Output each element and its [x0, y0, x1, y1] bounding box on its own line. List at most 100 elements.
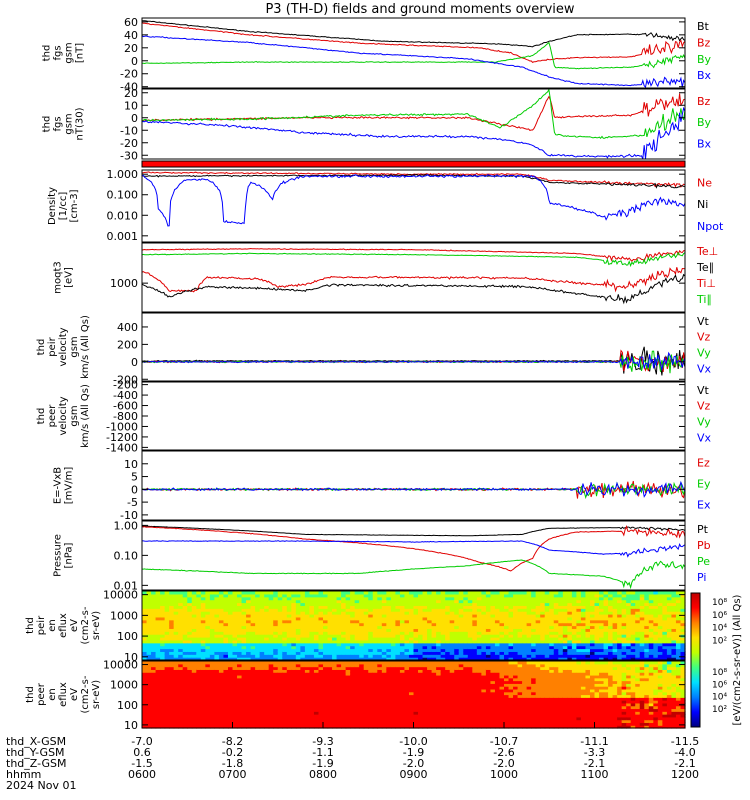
heatmap-cell [494, 722, 501, 726]
heatmap-cell [454, 605, 460, 609]
heatmap-cell [476, 593, 482, 598]
heatmap-cell [481, 683, 487, 687]
heatmap-cell [227, 642, 234, 647]
heatmap-cell [255, 677, 261, 682]
heatmap-cell [268, 637, 274, 641]
heatmap-cell [268, 680, 274, 684]
heatmap-cell [427, 688, 433, 693]
heatmap-cell [300, 686, 306, 690]
heatmap-cell [372, 716, 378, 721]
heatmap-cell [169, 686, 175, 690]
heatmap-cell [304, 625, 311, 629]
heatmap-cell [323, 645, 329, 650]
heatmap-cell [363, 651, 369, 655]
heatmap-cell [408, 711, 415, 715]
heatmap-cell [273, 657, 279, 661]
heatmap-cell [476, 716, 482, 721]
heatmap-cell [327, 591, 333, 595]
heatmap-cell [313, 680, 320, 684]
heatmap-cell [476, 725, 482, 729]
heatmap-cell [408, 639, 415, 644]
heatmap-cell [214, 591, 220, 595]
heatmap-cell [345, 677, 351, 682]
heatmap-cell [341, 614, 347, 618]
heatmap-cell [558, 648, 564, 652]
heatmap-cell [286, 677, 292, 682]
heatmap-cell [164, 722, 170, 726]
heatmap-cell [585, 651, 591, 655]
heatmap-cell [200, 686, 206, 690]
heatmap-cell [377, 700, 383, 704]
heatmap-cell [540, 596, 546, 601]
heatmap-cell [485, 602, 492, 606]
heatmap-cell [227, 661, 234, 665]
heatmap-cell [413, 683, 419, 687]
y-tick-label: -800 [113, 410, 138, 423]
heatmap-cell [151, 591, 157, 595]
heatmap-cell [291, 634, 297, 638]
heatmap-cell [445, 680, 451, 684]
heatmap-cell [318, 694, 324, 698]
heatmap-cell [544, 616, 550, 621]
heatmap-cell [237, 672, 243, 676]
heatmap-cell [146, 591, 152, 595]
heatmap-cell [191, 663, 197, 668]
heatmap-cell [146, 639, 152, 644]
heatmap-cell [567, 596, 573, 601]
heatmap-cell [467, 599, 473, 604]
heatmap-cell [589, 593, 596, 598]
heatmap-cell [246, 619, 252, 624]
series-line-3 [141, 247, 686, 262]
heatmap-cell [359, 593, 365, 598]
y-tick-label: 10 [124, 99, 138, 112]
heatmap-cell [350, 616, 356, 621]
heatmap-cell [354, 599, 360, 604]
heatmap-cell [250, 637, 256, 641]
heatmap-cell [227, 628, 234, 632]
heatmap-cell [427, 619, 433, 624]
heatmap-cell [345, 694, 351, 698]
heatmap-cell [490, 622, 496, 627]
heatmap-cell [205, 602, 211, 606]
heatmap-cell [671, 591, 677, 595]
panel-frame [141, 17, 686, 89]
heatmap-cell [164, 616, 170, 621]
heatmap-cell [178, 686, 184, 690]
heatmap-cell [413, 608, 419, 612]
heatmap-cell [594, 602, 600, 606]
heatmap-cell [603, 642, 609, 647]
heatmap-cell [273, 688, 279, 693]
heatmap-cell [264, 700, 270, 704]
heatmap-cell [214, 725, 220, 729]
heatmap-cell [413, 719, 419, 724]
heatmap-cell [196, 669, 202, 673]
heatmap-cell [209, 680, 216, 684]
heatmap-cell [295, 637, 301, 641]
heatmap-cell [377, 705, 383, 710]
heatmap-cell [666, 639, 673, 644]
heatmap-cell [363, 642, 369, 647]
heatmap-cell [648, 622, 654, 627]
heatmap-cell [323, 702, 329, 707]
heatmap-cell [508, 637, 514, 641]
heatmap-cell [657, 596, 663, 601]
heatmap-cell [318, 645, 324, 650]
heatmap-cell [445, 651, 451, 655]
heatmap-cell [517, 622, 523, 627]
heatmap-cell [264, 648, 270, 652]
heatmap-cell [549, 602, 555, 606]
heatmap-cell [205, 666, 211, 670]
heatmap-cell [200, 702, 206, 707]
heatmap-cell [142, 602, 148, 606]
heatmap-cell [494, 680, 501, 684]
heatmap-cell [671, 619, 677, 624]
heatmap-cell [304, 628, 311, 632]
heatmap-cell [268, 700, 274, 704]
heatmap-cell [463, 642, 469, 647]
y-tick-label: 0.100 [107, 189, 139, 202]
heatmap-cell [463, 691, 469, 696]
heatmap-cell [404, 611, 410, 615]
heatmap-cell [368, 605, 374, 609]
heatmap-cell [675, 631, 682, 635]
heatmap-cell [522, 634, 528, 638]
